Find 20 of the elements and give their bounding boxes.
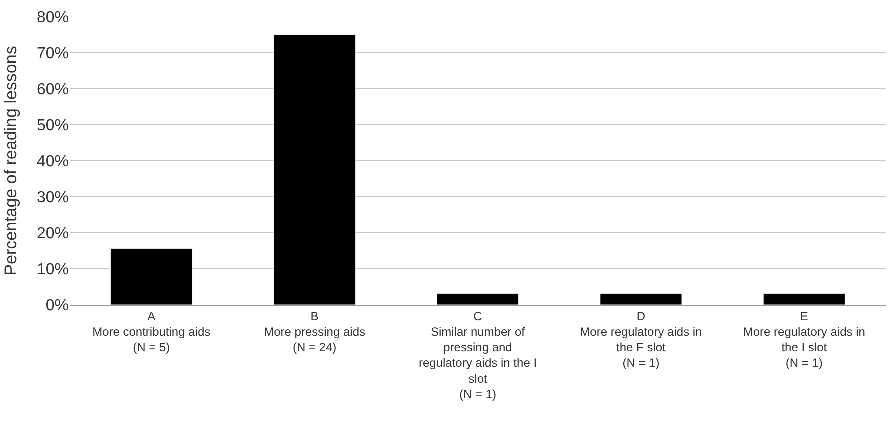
y-tick-label: 60% [36,82,69,99]
y-tick-label: 80% [36,10,69,27]
y-tick-label: 30% [36,190,69,207]
bar [600,294,682,305]
y-tick-label: 0% [46,298,69,315]
x-tick-label: D More regulatory aids in the F slot (N = 1) [580,309,702,370]
y-tick-label: 50% [36,118,69,135]
y-tick-label: 70% [36,46,69,63]
y-tick-label: 40% [36,154,69,171]
x-tick-label: C Similar number of pressing and regulatory aids in the I slot (N = 1) [418,309,538,402]
bar [274,34,356,305]
x-tick-label: A More contributing aids (N = 5) [92,309,211,355]
y-axis-title: Percentage of reading lessons [2,46,21,276]
bar [763,294,846,305]
x-tick-label: E More regulatory aids in the I slot (N = 1) [743,309,866,370]
y-tick-label: 20% [36,226,69,243]
bar [436,294,520,305]
x-tick-label: B More pressing aids (N = 24) [264,309,366,355]
bar [110,248,193,305]
y-tick-label: 10% [36,262,69,279]
